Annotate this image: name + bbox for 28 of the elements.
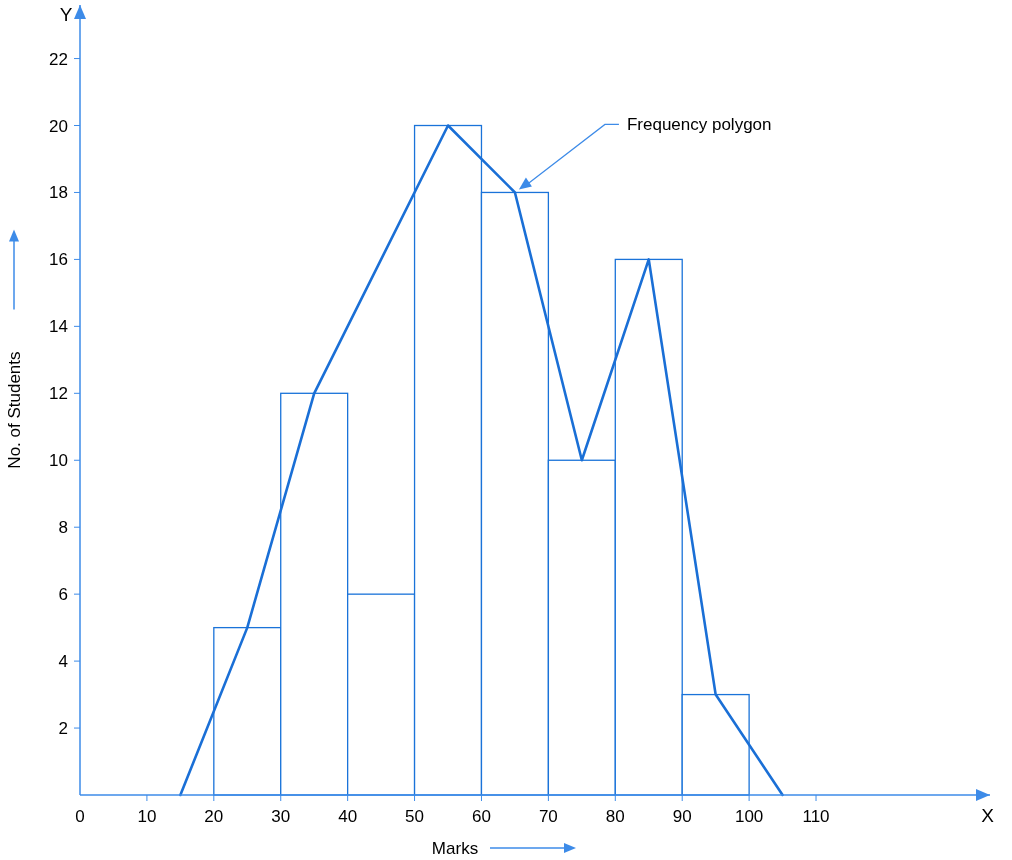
- x-tick-label: 30: [271, 807, 291, 826]
- y-tick-label: 20: [49, 116, 68, 136]
- y-tick-label: 16: [49, 250, 68, 270]
- x-tick-label: 0: [75, 807, 85, 826]
- x-tick-label: 10: [137, 807, 157, 826]
- y-tick-label: 4: [58, 652, 68, 672]
- text: Y: [59, 4, 73, 25]
- x-tick-label: 60: [472, 807, 491, 826]
- text: X: [981, 805, 995, 826]
- annotation: Frequency polygon: [626, 115, 772, 135]
- x-tick-label: 80: [605, 807, 625, 826]
- y-tick-label: 8: [58, 518, 68, 538]
- y-tick-label: 18: [49, 183, 68, 203]
- x-tick-label: 100: [734, 807, 764, 826]
- y-tick-label: 6: [58, 585, 68, 605]
- x-axis-title: Marks: [431, 839, 479, 858]
- y-tick-label: 12: [49, 384, 68, 404]
- y-axis-title: No. of Students: [5, 351, 24, 469]
- x-tick-label: 20: [204, 807, 224, 826]
- x-tick-label: 50: [405, 807, 425, 826]
- x-tick-label: 90: [672, 807, 692, 826]
- x-tick-label: 70: [538, 807, 558, 826]
- x-tick-label: 40: [338, 807, 358, 826]
- y-tick-label: 22: [49, 49, 68, 69]
- y-tick-label: 2: [58, 719, 68, 739]
- y-tick-label: 14: [49, 317, 68, 337]
- x-tick-label: 110: [802, 807, 830, 826]
- y-tick-label: 10: [49, 451, 68, 471]
